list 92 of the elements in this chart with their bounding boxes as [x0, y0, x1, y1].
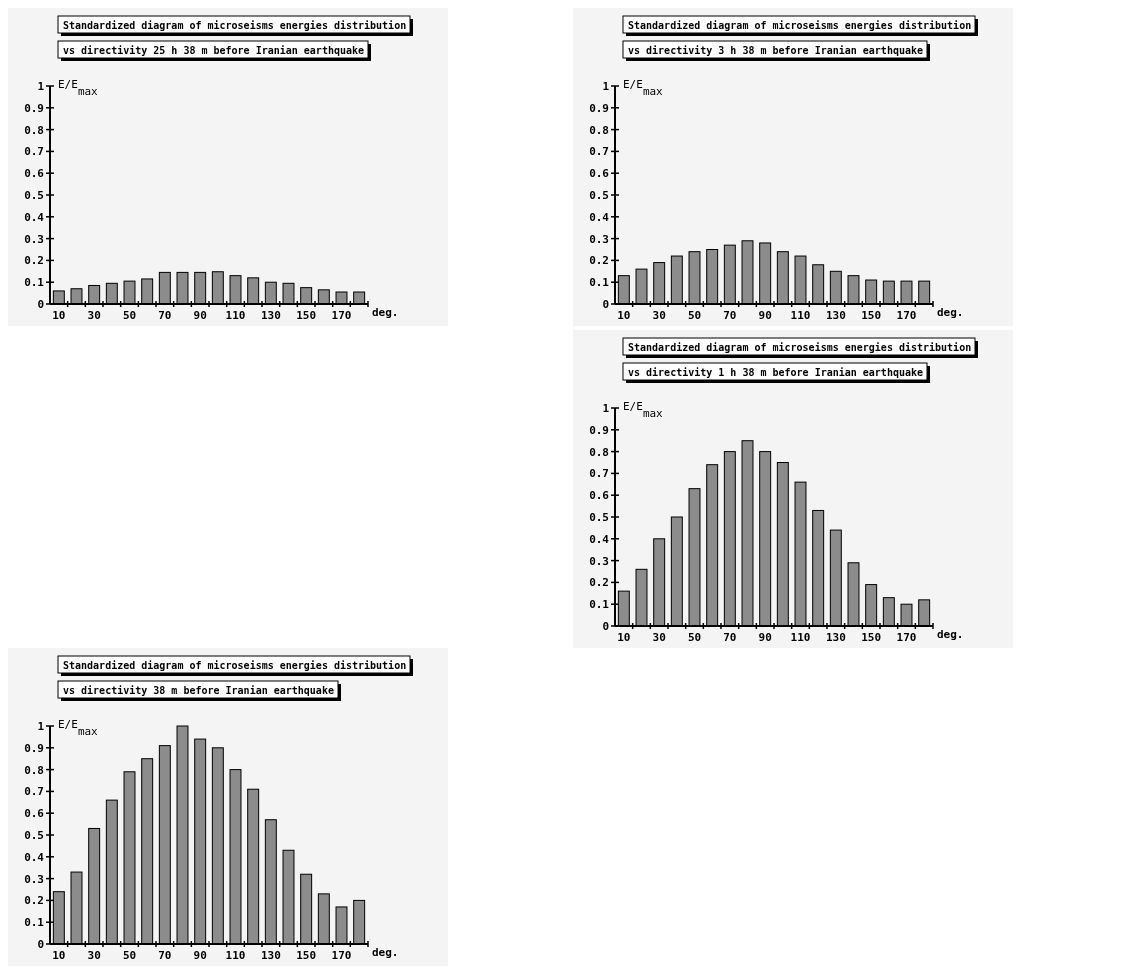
chart-subtitle: vs directivity 38 m before Iranian earthquake — [63, 685, 334, 696]
x-tick-label: 50 — [687, 631, 702, 644]
y-tick-label: 0.2 — [24, 894, 44, 908]
y-tick-label: 0.4 — [24, 850, 45, 864]
chart-subtitle: vs directivity 3 h 38 m before Iranian earthquake — [628, 45, 924, 56]
x-tick-label: 110 — [225, 949, 246, 962]
x-tick-label: 170 — [896, 309, 917, 322]
y-tick-label: 0.8 — [589, 123, 609, 137]
x-tick-label: 90 — [193, 309, 207, 322]
y-tick-label: 0.1 — [24, 276, 45, 290]
y-tick-label: 0.7 — [24, 785, 44, 799]
y-tick-label: 0.3 — [24, 232, 44, 246]
y-tick-label: 0.4 — [589, 210, 610, 224]
y-tick-label: 0.9 — [589, 423, 609, 437]
y-tick-label: 0.2 — [589, 576, 609, 590]
x-tick-label: 170 — [331, 309, 352, 322]
x-tick-label: 70 — [158, 309, 172, 322]
x-tick-label: 10 — [617, 631, 631, 644]
x-tick-label: 130 — [825, 309, 846, 322]
y-tick-label: 0.8 — [24, 763, 44, 777]
x-tick-label: 110 — [790, 309, 811, 322]
x-tick-label: 90 — [758, 631, 772, 644]
x-tick-label: 150 — [296, 949, 317, 962]
chart-title: Standardized diagram of microseisms energies distribution — [63, 660, 407, 671]
y-tick-label: 0 — [602, 620, 609, 633]
x-tick-label: 10 — [52, 949, 66, 962]
chart-title: Standardized diagram of microseisms energies distribution — [63, 20, 407, 31]
y-tick-label: 0.3 — [589, 232, 609, 246]
x-tick-label: 50 — [687, 309, 702, 322]
y-tick-label: 0.6 — [24, 167, 45, 181]
y-tick-label: 0.9 — [24, 741, 44, 755]
x-tick-label: 30 — [652, 631, 666, 644]
x-tick-label: 150 — [861, 631, 882, 644]
y-tick-label: 0.4 — [589, 532, 610, 546]
y-tick-label: 0.2 — [24, 254, 44, 268]
y-tick-label: 0.6 — [24, 807, 45, 821]
y-tick-label: 0.6 — [589, 167, 610, 181]
y-tick-label: 0.5 — [589, 511, 609, 524]
y-tick-label: 1 — [602, 402, 610, 415]
x-tick-label: 130 — [825, 631, 846, 644]
x-axis-title: deg. — [937, 628, 964, 641]
y-tick-label: 0.5 — [24, 829, 44, 842]
x-tick-label: 130 — [260, 309, 281, 322]
x-tick-label: 30 — [87, 309, 101, 322]
y-tick-label: 0.1 — [589, 276, 610, 290]
x-tick-label: 30 — [87, 949, 101, 962]
chart-subtitle: vs directivity 1 h 38 m before Iranian earthquake — [628, 367, 924, 378]
x-tick-label: 170 — [896, 631, 917, 644]
y-tick-label: 0.8 — [24, 123, 44, 137]
x-tick-label: 10 — [617, 309, 631, 322]
y-tick-label: 0.5 — [24, 189, 44, 202]
y-tick-label: 0.4 — [24, 210, 45, 224]
y-tick-label: 0.5 — [589, 189, 609, 202]
x-axis-title: deg. — [372, 946, 399, 959]
chart-title: Standardized diagram of microseisms energies distribution — [628, 342, 972, 353]
y-tick-label: 1 — [37, 720, 45, 733]
y-tick-label: 0 — [602, 298, 609, 311]
x-tick-label: 50 — [122, 309, 137, 322]
y-tick-label: 0.8 — [589, 445, 609, 459]
x-tick-label: 110 — [225, 309, 246, 322]
x-axis-title: deg. — [937, 306, 964, 319]
y-tick-label: 0.7 — [589, 145, 609, 159]
y-tick-label: 1 — [602, 80, 610, 93]
y-tick-label: 0.9 — [589, 101, 609, 115]
y-tick-label: 0.1 — [589, 598, 610, 612]
x-tick-label: 110 — [790, 631, 811, 644]
y-tick-label: 0 — [37, 938, 44, 951]
x-tick-label: 50 — [122, 949, 137, 962]
x-tick-label: 150 — [861, 309, 882, 322]
y-tick-label: 0.3 — [24, 872, 44, 886]
x-tick-label: 70 — [723, 631, 737, 644]
x-tick-label: 10 — [52, 309, 66, 322]
chart-title: Standardized diagram of microseisms energies distribution — [628, 20, 972, 31]
y-tick-label: 0.2 — [589, 254, 609, 268]
y-tick-label: 0.1 — [24, 916, 45, 930]
y-tick-label: 0 — [37, 298, 44, 311]
x-tick-label: 130 — [260, 949, 281, 962]
x-tick-label: 90 — [758, 309, 772, 322]
x-tick-label: 70 — [723, 309, 737, 322]
y-tick-label: 0.6 — [589, 489, 610, 503]
y-tick-label: 1 — [37, 80, 45, 93]
x-tick-label: 70 — [158, 949, 172, 962]
y-tick-label: 0.3 — [589, 554, 609, 568]
x-tick-label: 150 — [296, 309, 317, 322]
x-tick-label: 170 — [331, 949, 352, 962]
y-tick-label: 0.7 — [589, 467, 609, 481]
y-tick-label: 0.9 — [24, 101, 44, 115]
y-tick-label: 0.7 — [24, 145, 44, 159]
x-axis-title: deg. — [372, 306, 399, 319]
x-tick-label: 30 — [652, 309, 666, 322]
x-tick-label: 90 — [193, 949, 207, 962]
chart-subtitle: vs directivity 25 h 38 m before Iranian earthquake — [63, 45, 365, 56]
